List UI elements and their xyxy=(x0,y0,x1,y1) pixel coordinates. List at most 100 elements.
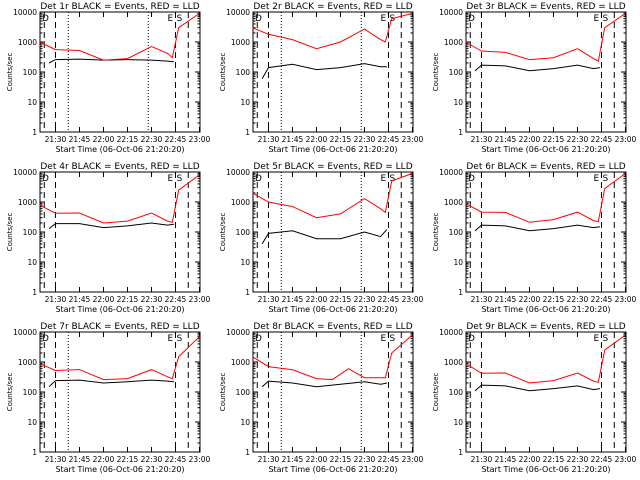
x-tick-label: 21:30 xyxy=(45,135,67,144)
marker-label-s: S xyxy=(602,14,608,24)
lld-series-line xyxy=(39,12,200,61)
y-tick-label: 1000 xyxy=(231,358,250,367)
x-tick-label: 21:30 xyxy=(258,455,280,464)
x-axis-label: Start Time (06-Oct-06 21:20:20) xyxy=(481,145,610,154)
events-series-line xyxy=(474,224,600,232)
axes-frame xyxy=(39,331,201,453)
panel: Det 6r BLACK = Events, RED = LLD 1 10 100 10… xyxy=(432,162,636,314)
y-tick-label: 10000 xyxy=(13,168,37,177)
x-axis-label: Start Time (06-Oct-06 21:20:20) xyxy=(268,145,397,154)
x-tick-label: 22:45 xyxy=(378,455,400,464)
x-axis-label: Start Time (06-Oct-06 21:20:20) xyxy=(268,305,397,314)
panel: Det 5r BLACK = Events, RED = LLD 1 10 100 10… xyxy=(219,162,423,314)
x-tick-label: 22:30 xyxy=(354,455,376,464)
x-tick-label: 22:15 xyxy=(543,135,565,144)
marker-label-d: D xyxy=(42,14,49,24)
x-tick-label: 21:30 xyxy=(471,135,493,144)
y-tick-label: 10 xyxy=(240,258,250,267)
x-tick-label: 23:00 xyxy=(615,295,637,304)
y-axis-label: Counts/sec xyxy=(432,373,440,412)
marker-label-e: E xyxy=(167,14,173,24)
x-tick-label: 22:30 xyxy=(567,135,589,144)
x-tick-label: 23:00 xyxy=(615,455,637,464)
x-tick-label: 21:30 xyxy=(471,455,493,464)
y-tick-label: 1000 xyxy=(18,358,37,367)
x-tick-label: 22:45 xyxy=(591,455,613,464)
y-tick-label: 10000 xyxy=(13,8,37,17)
x-tick-label: 21:30 xyxy=(258,135,280,144)
y-tick-label: 10000 xyxy=(226,168,250,177)
panel-title: Det 2r BLACK = Events, RED = LLD xyxy=(253,2,412,12)
lld-series-line xyxy=(252,12,413,50)
y-tick-label: 100 xyxy=(449,228,464,237)
marker-label-d: D xyxy=(42,334,49,344)
y-tick-label: 10000 xyxy=(13,328,37,337)
y-tick-label: 1 xyxy=(245,448,250,457)
y-tick-label: 100 xyxy=(23,68,38,77)
y-axis-label: Counts/sec xyxy=(432,213,440,252)
panel-title: Det 9r BLACK = Events, RED = LLD xyxy=(466,322,625,332)
marker-label-d: D xyxy=(468,334,475,344)
marker-label-s: S xyxy=(176,334,182,344)
x-tick-label: 23:00 xyxy=(402,135,424,144)
x-tick-label: 22:45 xyxy=(591,135,613,144)
x-tick-label: 21:45 xyxy=(69,295,91,304)
y-tick-label: 100 xyxy=(23,388,38,397)
marker-label-s: S xyxy=(389,174,395,184)
panel: Det 8r BLACK = Events, RED = LLD 1 10 100 10… xyxy=(219,322,423,474)
events-series-line xyxy=(261,380,387,388)
marker-label-e: E xyxy=(167,174,173,184)
events-series-line xyxy=(474,384,600,392)
x-tick-label: 22:15 xyxy=(330,455,352,464)
x-tick-label: 22:00 xyxy=(519,455,541,464)
x-tick-label: 22:00 xyxy=(306,295,328,304)
y-tick-label: 100 xyxy=(236,388,251,397)
panel: Det 4r BLACK = Events, RED = LLD 1 10 100 10… xyxy=(6,162,210,314)
y-axis-label: Counts/sec xyxy=(6,373,14,412)
y-tick-label: 10 xyxy=(27,98,37,107)
x-tick-label: 21:45 xyxy=(495,295,517,304)
panel: Det 1r BLACK = Events, RED = LLD 1 10 100 10… xyxy=(6,2,210,154)
x-tick-label: 22:30 xyxy=(141,135,163,144)
y-tick-label: 10000 xyxy=(226,8,250,17)
panel-title: Det 5r BLACK = Events, RED = LLD xyxy=(253,162,412,172)
x-tick-label: 22:45 xyxy=(165,135,187,144)
y-axis-label: Counts/sec xyxy=(219,213,227,252)
y-tick-label: 1000 xyxy=(231,38,250,47)
y-tick-label: 100 xyxy=(449,68,464,77)
x-tick-label: 22:30 xyxy=(141,455,163,464)
panel-title: Det 8r BLACK = Events, RED = LLD xyxy=(253,322,412,332)
panel: Det 3r BLACK = Events, RED = LLD 1 10 100 10… xyxy=(432,2,636,154)
x-tick-label: 22:15 xyxy=(543,295,565,304)
y-tick-label: 1000 xyxy=(18,198,37,207)
y-tick-label: 1 xyxy=(245,288,250,297)
y-axis-label: Counts/sec xyxy=(219,373,227,412)
lld-series-line xyxy=(465,12,626,62)
x-tick-label: 21:45 xyxy=(495,455,517,464)
x-tick-label: 22:45 xyxy=(165,295,187,304)
x-tick-label: 22:15 xyxy=(330,135,352,144)
marker-label-e: E xyxy=(167,334,173,344)
x-tick-label: 21:45 xyxy=(282,455,304,464)
events-series-line xyxy=(261,229,388,245)
marker-label-d: D xyxy=(468,14,475,24)
y-tick-label: 1 xyxy=(458,128,463,137)
events-series-line xyxy=(48,379,174,388)
marker-label-e: E xyxy=(593,174,599,184)
marker-label-s: S xyxy=(602,174,608,184)
panel: Det 2r BLACK = Events, RED = LLD 1 10 100 10… xyxy=(219,2,423,154)
marker-label-e: E xyxy=(380,174,386,184)
x-tick-label: 23:00 xyxy=(402,295,424,304)
lld-series-line xyxy=(252,172,413,219)
x-tick-label: 22:00 xyxy=(93,135,115,144)
y-tick-label: 10000 xyxy=(439,328,463,337)
y-axis-label: Counts/sec xyxy=(432,53,440,92)
x-tick-label: 22:00 xyxy=(306,455,328,464)
y-tick-label: 1 xyxy=(458,288,463,297)
y-axis-label: Counts/sec xyxy=(6,213,14,252)
x-axis-label: Start Time (06-Oct-06 21:20:20) xyxy=(268,465,397,474)
y-tick-label: 10 xyxy=(453,418,463,427)
y-tick-label: 100 xyxy=(449,388,464,397)
x-tick-label: 23:00 xyxy=(615,135,637,144)
